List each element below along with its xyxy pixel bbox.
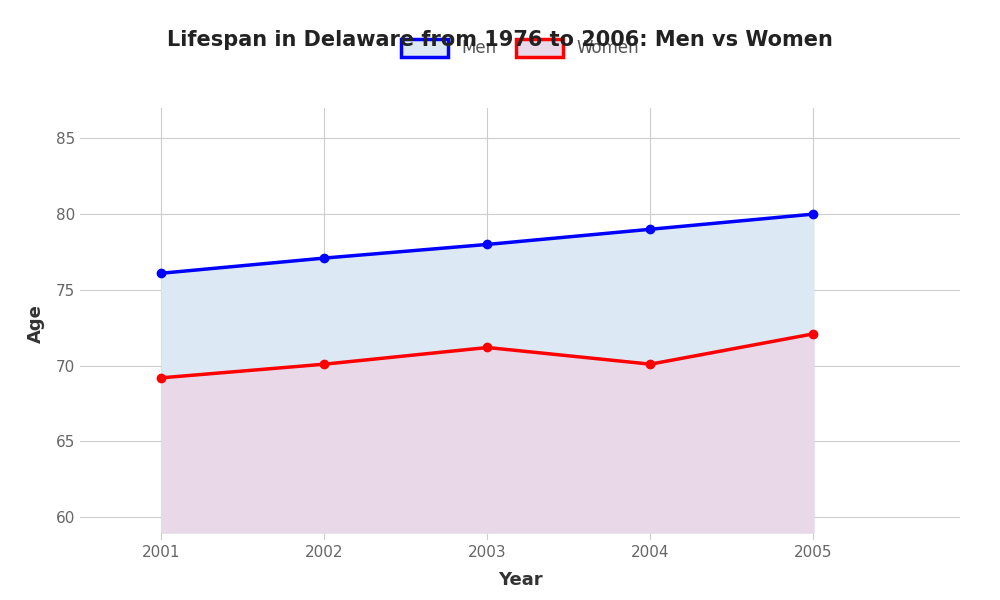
X-axis label: Year: Year [498,571,542,589]
Y-axis label: Age: Age [27,305,45,343]
Legend: Men, Women: Men, Women [401,38,639,57]
Text: Lifespan in Delaware from 1976 to 2006: Men vs Women: Lifespan in Delaware from 1976 to 2006: … [167,30,833,50]
